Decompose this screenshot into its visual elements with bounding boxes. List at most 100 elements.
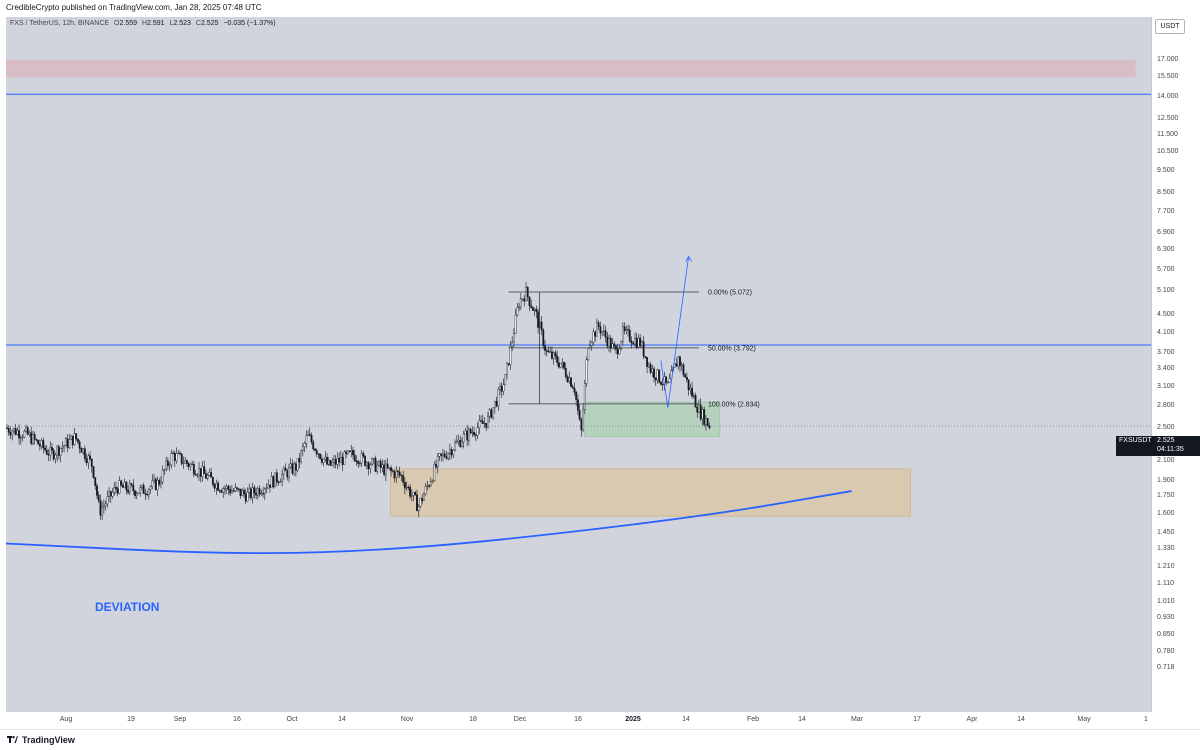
candle-body <box>359 462 361 465</box>
candle-body <box>220 490 223 493</box>
candle-body <box>179 452 181 455</box>
legend-high-label: H <box>141 20 148 27</box>
candle-body <box>326 457 328 465</box>
candle-body <box>19 437 22 439</box>
candle-body <box>307 433 309 437</box>
candle-body <box>592 331 595 343</box>
candle-body <box>632 342 635 345</box>
candle-body <box>9 432 12 436</box>
candle-body <box>324 457 327 460</box>
candle-body <box>518 306 520 309</box>
candle-body <box>258 488 261 495</box>
candle-body <box>532 307 534 311</box>
price-tick: 1.210 <box>1157 563 1175 571</box>
candle-body <box>658 369 661 383</box>
candle-body <box>533 309 536 311</box>
candle-body <box>504 374 507 386</box>
candle-body <box>172 452 174 455</box>
candle-body <box>454 442 456 451</box>
price-tick: 5.700 <box>1157 265 1175 273</box>
candle-body <box>371 458 373 466</box>
currency-button[interactable]: USDT <box>1155 19 1185 34</box>
candle-body <box>512 333 515 343</box>
time-tick: Nov <box>400 716 414 723</box>
last-price-label: FXSUSDT 2.525 04:11:35 <box>1116 436 1200 456</box>
candle-body <box>442 453 444 456</box>
candle-body <box>173 453 176 461</box>
candle-body <box>267 484 270 489</box>
candle-body <box>587 347 590 360</box>
candle-body <box>341 456 344 465</box>
candle-body <box>180 453 183 464</box>
candle-body <box>146 493 149 496</box>
candle-body <box>49 447 52 456</box>
candle-body <box>367 462 370 470</box>
candle-body <box>198 468 200 476</box>
candle-body <box>578 410 581 420</box>
candle-body <box>137 492 140 494</box>
candle-body <box>263 488 266 494</box>
candle-body <box>253 487 256 494</box>
candle-body <box>203 466 206 474</box>
candle-body <box>583 383 586 410</box>
candle-body <box>461 441 463 447</box>
candle-body <box>320 458 323 463</box>
price-tick: 4.500 <box>1157 311 1175 319</box>
candle-body <box>89 455 91 460</box>
candle-body <box>296 458 299 471</box>
candle-body <box>210 472 213 478</box>
candle-body <box>383 464 386 475</box>
candle-body <box>201 466 204 477</box>
candle-body <box>21 436 24 439</box>
candle-body <box>426 485 429 487</box>
candle-body <box>706 418 709 427</box>
candle-body <box>665 376 668 383</box>
deviation-annotation: DEVIATION <box>95 600 159 614</box>
candle-body <box>641 341 643 347</box>
candle-body <box>506 363 508 375</box>
candle-body <box>679 356 681 367</box>
fib-level-label: 0.00% (5.072) <box>708 290 752 297</box>
candle-body <box>281 474 283 482</box>
price-axis[interactable]: 17.000 15.500 14.000 12.500 11.500 10.500 9.50… <box>1151 17 1200 712</box>
candle-body <box>149 486 152 490</box>
price-chart[interactable]: 0.00% (5.072) 50.00% (3.792) 100.00% (2.83… <box>6 17 1151 712</box>
price-tick: 14.000 <box>1157 92 1179 100</box>
candle-body <box>241 490 244 497</box>
candle-body <box>421 498 424 501</box>
candle-body <box>217 482 219 491</box>
candle-body <box>184 460 187 464</box>
candle-body <box>142 485 145 494</box>
candle-body <box>423 493 425 501</box>
candle-body <box>168 464 171 466</box>
chart-pane[interactable]: 0.00% (5.072) 50.00% (3.792) 100.00% (2.83… <box>6 17 1151 712</box>
candle-body <box>438 453 441 457</box>
candle-body <box>208 472 211 476</box>
candle-body <box>381 464 384 468</box>
candle-body <box>557 362 560 368</box>
candle-body <box>443 453 446 457</box>
candle-body <box>601 331 604 334</box>
last-price-value: 2.525 <box>1157 437 1175 444</box>
candle-body <box>293 463 296 474</box>
candle-body <box>237 488 240 490</box>
fib-level-label: 50.00% (3.792) <box>708 345 756 352</box>
candle-body <box>660 381 662 385</box>
price-tick: 1.010 <box>1157 598 1175 606</box>
candle-body <box>82 448 85 453</box>
time-tick: 16 <box>574 716 582 723</box>
candle-body <box>499 386 501 390</box>
candle-body <box>224 488 226 490</box>
candle-body <box>291 463 294 474</box>
candle-body <box>613 343 616 347</box>
price-tick: 1.330 <box>1157 545 1175 553</box>
candle-body <box>189 464 192 467</box>
candle-body <box>680 364 683 367</box>
candle-body <box>300 450 302 463</box>
candle-body <box>16 430 19 435</box>
time-axis[interactable] <box>6 712 1151 729</box>
candle-body <box>698 404 700 413</box>
time-tick: Aug <box>59 716 73 723</box>
candle-body <box>314 448 316 451</box>
candle-body <box>30 432 33 444</box>
